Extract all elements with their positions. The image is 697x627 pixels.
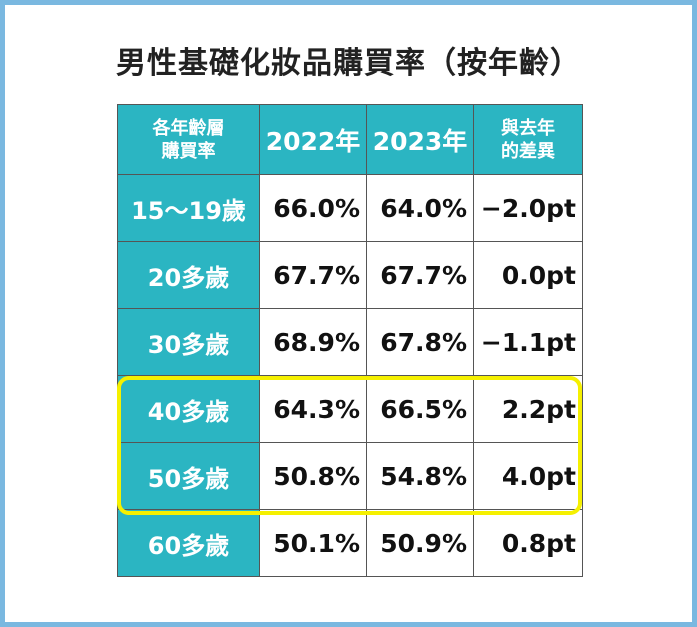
cell-2022: 66.0% — [259, 174, 367, 242]
cell-2023: 67.8% — [366, 308, 474, 376]
cell-2023: 54.8% — [366, 442, 474, 510]
header-2023: 2023年 — [366, 104, 474, 175]
row-age-label: 15～19歲 — [117, 174, 260, 242]
table-row: 30多歲 68.9% 67.8% −1.1pt — [117, 308, 583, 376]
cell-difference: 4.0pt — [473, 442, 583, 510]
table-row: 15～19歲 66.0% 64.0% −2.0pt — [117, 174, 583, 242]
page-title: 男性基礎化妝品購買率（按年齡） — [116, 46, 581, 81]
cell-difference: 0.0pt — [473, 241, 583, 309]
header-difference: 與去年 的差異 — [473, 104, 583, 175]
cell-2022: 50.8% — [259, 442, 367, 510]
header-diff-line2: 的差異 — [501, 140, 555, 162]
purchase-rate-table: 各年齡層 購買率 2022年 2023年 與去年 的差異 15～19歲 66.0… — [117, 104, 583, 577]
row-age-label: 50多歲 — [117, 442, 260, 510]
cell-2022: 50.1% — [259, 509, 367, 577]
cell-2023: 64.0% — [366, 174, 474, 242]
row-age-label: 20多歲 — [117, 241, 260, 309]
cell-difference: −2.0pt — [473, 174, 583, 242]
table-header-row: 各年齡層 購買率 2022年 2023年 與去年 的差異 — [117, 104, 583, 175]
header-age-line1: 各年齡層 — [152, 117, 225, 139]
table-row: 60多歲 50.1% 50.9% 0.8pt — [117, 509, 583, 577]
header-2022: 2022年 — [259, 104, 367, 175]
header-diff-line1: 與去年 — [501, 117, 555, 139]
table-row: 50多歲 50.8% 54.8% 4.0pt — [117, 442, 583, 510]
cell-difference: −1.1pt — [473, 308, 583, 376]
cell-difference: 2.2pt — [473, 375, 583, 443]
cell-difference: 0.8pt — [473, 509, 583, 577]
cell-2022: 64.3% — [259, 375, 367, 443]
cell-2023: 67.7% — [366, 241, 474, 309]
cell-2023: 66.5% — [366, 375, 474, 443]
header-age-line2: 購買率 — [161, 140, 216, 162]
cell-2023: 50.9% — [366, 509, 474, 577]
row-age-label: 40多歲 — [117, 375, 260, 443]
cell-2022: 67.7% — [259, 241, 367, 309]
header-age-group: 各年齡層 購買率 — [117, 104, 260, 175]
cell-2022: 68.9% — [259, 308, 367, 376]
row-age-label: 60多歲 — [117, 509, 260, 577]
row-age-label: 30多歲 — [117, 308, 260, 376]
table-row: 20多歲 67.7% 67.7% 0.0pt — [117, 241, 583, 309]
table-row: 40多歲 64.3% 66.5% 2.2pt — [117, 375, 583, 443]
